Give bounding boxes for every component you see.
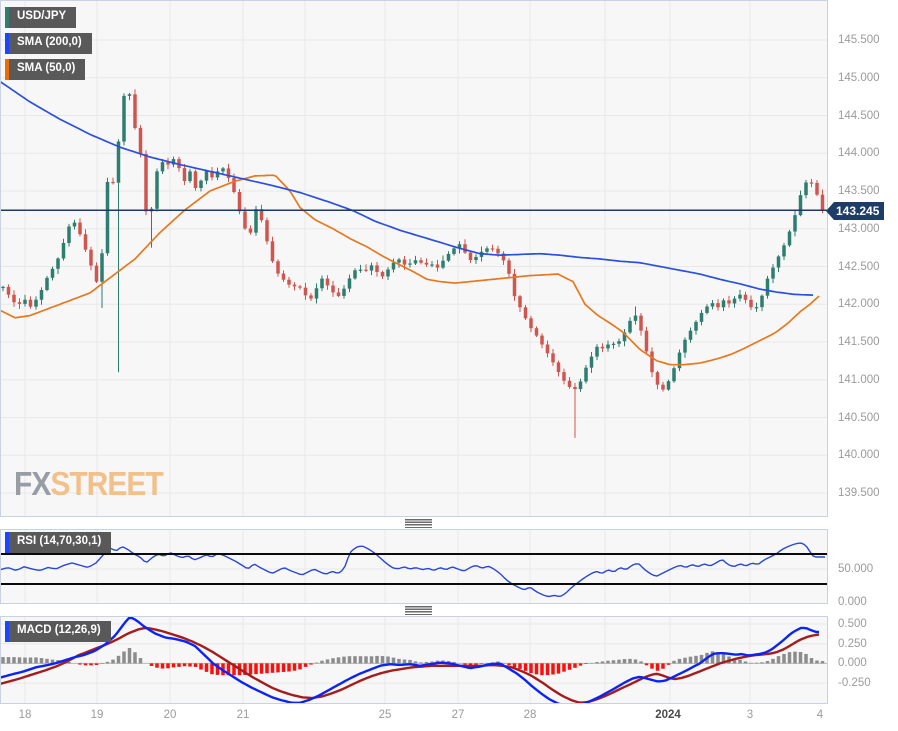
price-tick-label: 141.500 [838,336,880,348]
legend-symbol[interactable]: USD/JPY [5,7,77,28]
price-tick-label: 139.500 [838,487,880,499]
legend-sma200[interactable]: SMA (200,0) [5,33,92,54]
price-tick-label: 145.500 [838,34,880,46]
sma200-color-swatch [5,33,9,54]
macd-tick-label: -0.250 [838,677,871,690]
price-tick-label: 142.500 [838,260,880,273]
sma50-label: SMA (50,0) [9,59,86,80]
rsi-label: RSI (14,70,30,1) [9,532,112,553]
rsi-tick-label: 50.000 [838,563,874,575]
macd-color-swatch [5,621,9,642]
current-price-tag: 143.245 [826,202,885,220]
macd-tick-label: 0.500 [838,618,867,630]
price-tick-label: 140.000 [838,449,880,462]
price-tick-label: 142.000 [838,298,880,311]
price-tick-label: 144.000 [838,147,880,160]
price-tag-value: 143.245 [834,202,885,220]
watermark-street: STREET [50,466,163,503]
time-tick-label: 25 [378,709,392,721]
time-tick-label: 2024 [655,709,681,721]
time-tick-label: 20 [163,709,177,721]
rsi-color-swatch [5,532,9,553]
sma200-label: SMA (200,0) [9,33,92,54]
legend-sma50[interactable]: SMA (50,0) [5,59,86,80]
macd-tick-label: 0.000 [838,657,867,670]
time-tick-label: 3 [746,709,754,721]
legend-macd[interactable]: MACD (12,26,9) [5,621,111,642]
rsi-panel-resize-grip-icon[interactable] [405,519,432,529]
macd-label: MACD (12,26,9) [9,621,111,642]
price-tag-arrow-icon [826,202,834,220]
time-tick-label: 21 [236,709,250,721]
time-tick-label: 19 [90,709,104,721]
symbol-label: USD/JPY [9,7,77,28]
time-tick-label: 4 [816,709,824,721]
watermark-fx: FX [14,466,51,503]
time-tick-label: 18 [18,709,32,721]
legend-rsi[interactable]: RSI (14,70,30,1) [5,532,112,553]
price-tick-label: 143.500 [838,185,880,197]
price-tick-label: 143.000 [838,222,880,235]
price-tick-label: 140.500 [838,411,880,424]
macd-panel-resize-grip-icon[interactable] [405,606,432,616]
price-tick-label: 141.000 [838,373,880,386]
price-tick-label: 145.000 [838,71,880,84]
sma50-color-swatch [5,59,9,80]
fxstreet-watermark: FXSTREET [14,466,164,504]
time-tick-label: 27 [451,709,465,721]
rsi-tick-label: 0.000 [838,596,867,608]
price-tick-label: 144.500 [838,109,880,122]
time-tick-label: 28 [523,709,537,721]
symbol-color-swatch [5,7,9,28]
macd-tick-label: 0.250 [838,637,867,650]
